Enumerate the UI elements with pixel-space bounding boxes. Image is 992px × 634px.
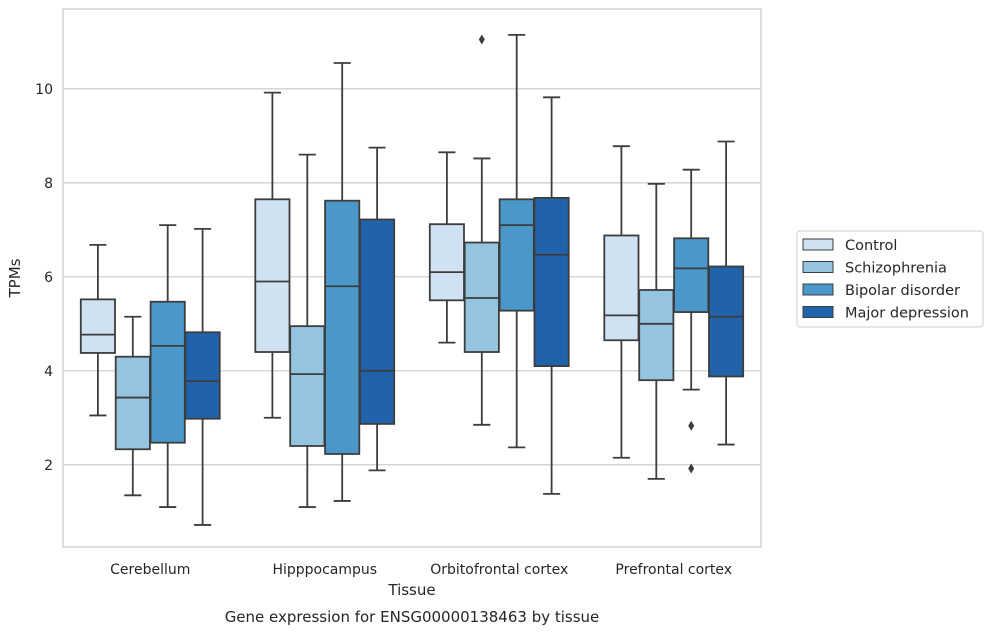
plot-frame [62, 8, 762, 548]
outlier-point [688, 420, 695, 431]
x-axis-label: Tissue [387, 581, 435, 599]
box-1-3 [359, 146, 396, 472]
box-2-0 [428, 151, 465, 344]
outlier-point [478, 34, 485, 45]
y-tick-label: 6 [44, 270, 53, 286]
box-0-2 [149, 224, 186, 508]
y-tick-label: 8 [44, 176, 53, 192]
legend-frame [796, 230, 984, 328]
box-2-1 [463, 34, 500, 426]
y-tick-label: 10 [35, 82, 53, 98]
x-tick-label: Cerebellum [110, 562, 190, 578]
legend-label: Schizophrenia [845, 261, 947, 277]
legend-label: Bipolar disorder [845, 283, 960, 299]
box-body [79, 298, 116, 354]
legend: Control Schizophrenia Bipolar disorder Majo… [796, 230, 984, 328]
box-body [359, 218, 396, 425]
box-3-2 [673, 168, 710, 474]
box-2-2 [498, 33, 535, 449]
y-tick-label: 4 [44, 364, 53, 380]
x-tick-label: Orbitofrontal cortex [430, 562, 568, 578]
y-axis-label: TPMs [6, 258, 24, 298]
box-body [708, 265, 745, 378]
box-3-3 [708, 140, 745, 446]
box-1-0 [254, 91, 291, 419]
box-0-0 [79, 243, 116, 417]
box-body [114, 355, 151, 451]
box-1-2 [324, 62, 361, 502]
box-body [533, 196, 570, 368]
box-body [149, 300, 186, 444]
x-tick-label: Hipppocampus [272, 562, 377, 578]
box-0-3 [184, 227, 221, 526]
box-body [184, 331, 221, 420]
box-2-3 [533, 96, 570, 495]
box-3-0 [603, 145, 640, 459]
box-body [254, 198, 291, 353]
box-0-1 [114, 315, 151, 497]
x-tick-label: Prefrontal cortex [615, 562, 732, 578]
box-body [289, 325, 326, 447]
box-3-1 [638, 182, 675, 480]
legend-label: Control [845, 238, 897, 254]
outlier-point [688, 463, 695, 474]
box-body [673, 237, 710, 313]
legend-swatch [802, 261, 834, 273]
legend-swatch [802, 306, 834, 318]
box-body [603, 234, 640, 342]
x-ticks: Cerebellum Hipppocampus Orbitofrontal cort… [110, 562, 732, 578]
legend-swatch [802, 238, 834, 251]
y-tick-label: 2 [44, 458, 53, 474]
legend-swatch [802, 283, 834, 296]
figure-caption: Gene expression for ENSG00000138463 by t… [225, 608, 600, 626]
box-body [428, 223, 465, 302]
box-plots [79, 33, 745, 526]
legend-label: Major depression [845, 306, 969, 322]
box-body [638, 289, 675, 382]
y-ticks: 2 4 6 8 10 [35, 82, 53, 474]
box-body [324, 199, 361, 455]
box-body [498, 198, 535, 312]
box-1-1 [289, 153, 326, 508]
